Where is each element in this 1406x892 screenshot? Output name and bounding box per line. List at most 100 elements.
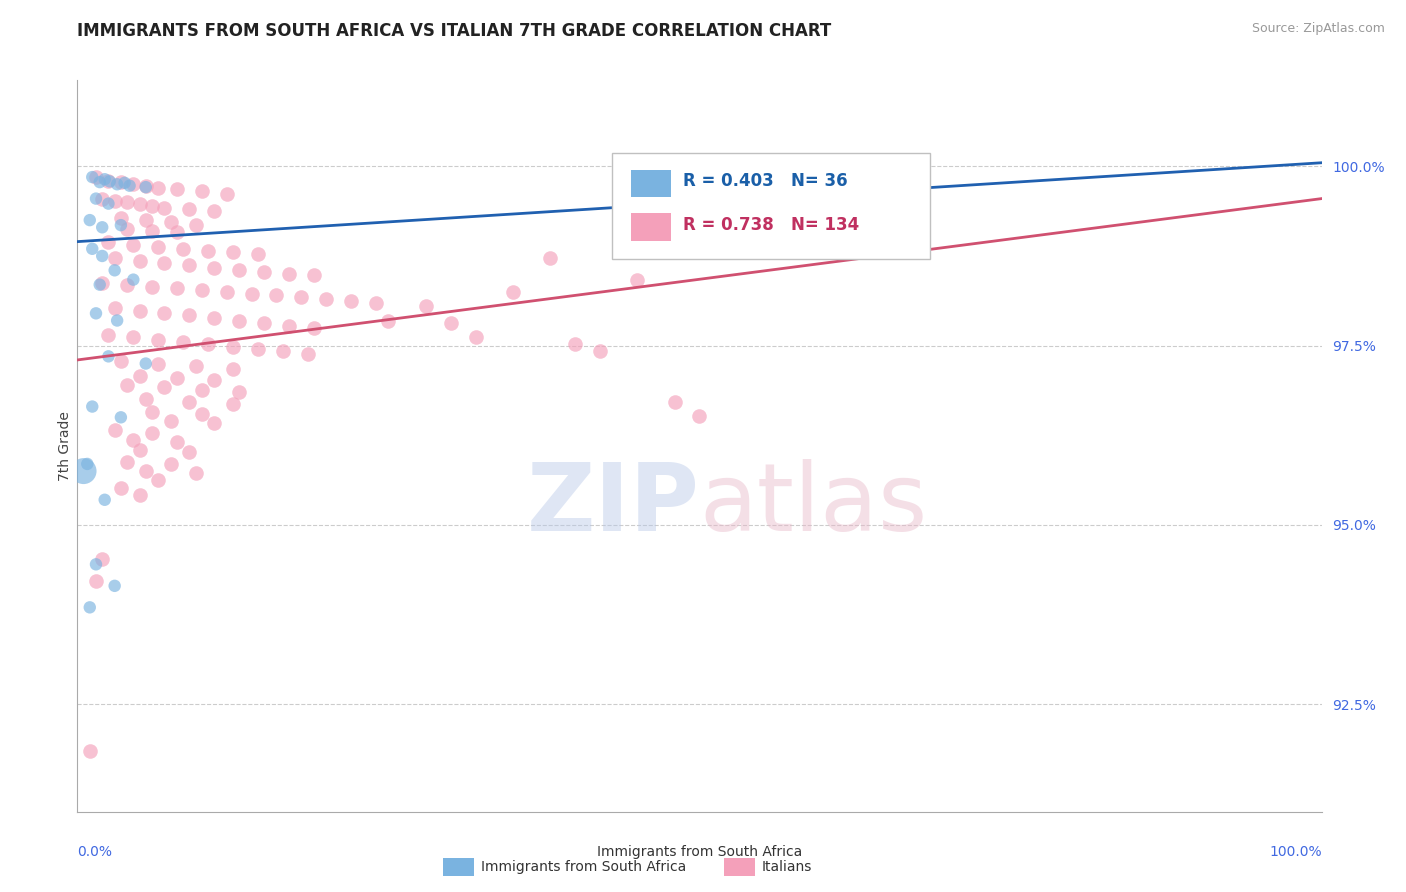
Point [246,247,269,261]
Point [564,337,586,351]
Point [159,457,181,471]
Text: 0.0%: 0.0% [77,845,112,859]
Point [84,170,107,185]
Point [128,254,150,268]
Point [122,272,145,286]
Point [82,170,104,185]
Point [72,464,94,478]
Point [110,410,132,425]
Point [148,240,170,254]
Point [141,199,163,213]
Point [128,304,150,318]
Point [179,394,201,409]
Point [440,316,463,330]
Point [79,744,101,758]
Point [179,444,201,458]
Point [84,558,107,572]
FancyBboxPatch shape [613,153,929,260]
Point [115,195,138,210]
Point [97,235,120,249]
Point [135,213,157,227]
Point [689,409,711,423]
Point [97,196,120,211]
Point [191,283,214,297]
Point [215,186,238,201]
Point [271,344,294,359]
Point [166,371,188,385]
Point [197,244,219,258]
Point [76,457,98,471]
Point [122,178,145,192]
Point [115,222,138,236]
Point [128,368,150,383]
Point [315,292,337,306]
Point [148,181,170,195]
Point [128,488,150,502]
Point [135,179,157,194]
Point [202,416,225,430]
Point [79,213,101,227]
Point [266,288,288,302]
Point [105,178,128,192]
Text: Source: ZipAtlas.com: Source: ZipAtlas.com [1251,22,1385,36]
Point [184,467,207,481]
Point [302,320,325,334]
Point [122,330,145,344]
Point [228,263,250,277]
Point [91,552,114,566]
Point [135,392,157,407]
Point [538,251,561,265]
Point [79,600,101,615]
Point [664,394,686,409]
Point [502,285,524,299]
Point [104,194,127,208]
Point [118,178,141,193]
Point [104,251,127,265]
Point [115,378,138,392]
Point [128,196,150,211]
Point [184,359,207,373]
Point [222,245,245,260]
Point [141,426,163,441]
Point [141,280,163,294]
Point [93,492,115,507]
Point [172,334,194,349]
Point [253,265,276,279]
Point [84,192,107,206]
Point [110,354,132,368]
Point [166,281,188,295]
Point [246,342,269,356]
Point [184,218,207,232]
Point [89,277,111,292]
Point [166,182,188,196]
Point [364,295,387,310]
Point [91,276,114,290]
Point [135,180,157,194]
Text: 100.0%: 100.0% [1270,845,1322,859]
Point [159,215,181,229]
Point [91,249,114,263]
Point [179,202,201,217]
Point [148,333,170,347]
Point [97,174,120,188]
Point [222,361,245,376]
Point [110,211,132,225]
Point [93,172,115,186]
Text: R = 0.738   N= 134: R = 0.738 N= 134 [683,216,859,234]
Point [191,383,214,397]
Point [277,318,299,333]
Point [202,203,225,218]
Point [202,311,225,326]
Point [202,261,225,276]
Point [415,299,437,313]
Point [135,357,157,371]
Point [91,220,114,235]
Point [114,176,136,190]
Point [340,294,363,309]
Point [84,306,107,320]
Point [104,423,127,437]
Text: Italians: Italians [762,860,813,874]
Point [97,327,120,342]
Text: IMMIGRANTS FROM SOUTH AFRICA VS ITALIAN 7TH GRADE CORRELATION CHART: IMMIGRANTS FROM SOUTH AFRICA VS ITALIAN … [77,22,831,40]
Point [377,313,399,327]
